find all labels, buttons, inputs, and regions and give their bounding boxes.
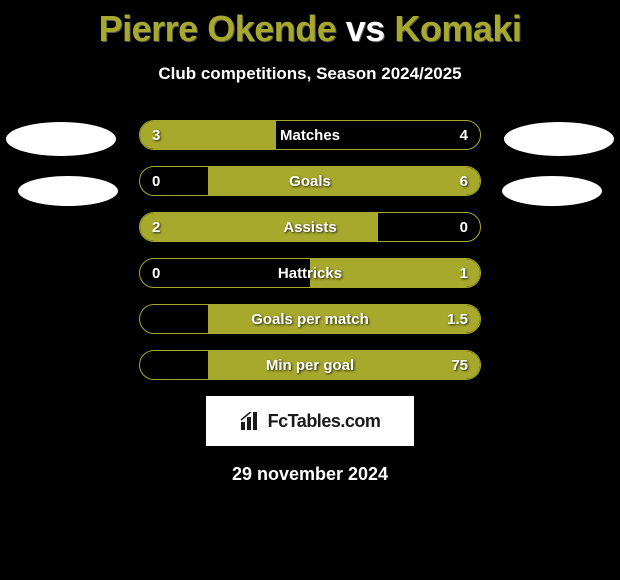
bar-chart-icon bbox=[240, 412, 262, 430]
player1-photo-placeholder bbox=[6, 122, 116, 156]
stat-label: Matches bbox=[140, 121, 480, 149]
stat-value-right: 75 bbox=[451, 351, 468, 379]
date-label: 29 november 2024 bbox=[0, 464, 620, 485]
stat-row: Min per goal75 bbox=[139, 350, 481, 380]
stat-label: Goals per match bbox=[140, 305, 480, 333]
stat-value-right: 4 bbox=[460, 121, 468, 149]
comparison-bars: 3Matches40Goals62Assists00Hattricks1Goal… bbox=[139, 120, 481, 380]
stat-value-right: 6 bbox=[460, 167, 468, 195]
player1-photo-placeholder-2 bbox=[18, 176, 118, 206]
stat-row: Goals per match1.5 bbox=[139, 304, 481, 334]
comparison-title: Pierre Okende vs Komaki bbox=[0, 0, 620, 50]
player2-photo-placeholder bbox=[504, 122, 614, 156]
fctables-logo: FcTables.com bbox=[206, 396, 414, 446]
stat-row: 0Hattricks1 bbox=[139, 258, 481, 288]
stat-value-right: 1 bbox=[460, 259, 468, 287]
stat-label: Hattricks bbox=[140, 259, 480, 287]
logo-text: FcTables.com bbox=[268, 411, 381, 432]
stat-label: Assists bbox=[140, 213, 480, 241]
player1-name: Pierre Okende bbox=[99, 8, 337, 49]
player2-photo-placeholder-2 bbox=[502, 176, 602, 206]
stat-value-right: 1.5 bbox=[447, 305, 468, 333]
stat-value-right: 0 bbox=[460, 213, 468, 241]
subtitle: Club competitions, Season 2024/2025 bbox=[0, 64, 620, 84]
stat-row: 0Goals6 bbox=[139, 166, 481, 196]
stat-row: 3Matches4 bbox=[139, 120, 481, 150]
stat-label: Min per goal bbox=[140, 351, 480, 379]
player2-name: Komaki bbox=[394, 8, 521, 49]
vs-label: vs bbox=[346, 8, 385, 49]
stat-label: Goals bbox=[140, 167, 480, 195]
stat-row: 2Assists0 bbox=[139, 212, 481, 242]
